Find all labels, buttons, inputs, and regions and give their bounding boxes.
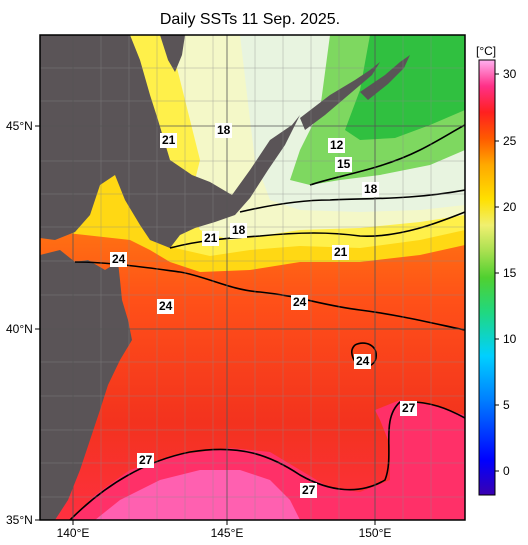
contour-24 xyxy=(74,261,465,331)
contour-label: 24 xyxy=(291,295,309,310)
contour-label: 18 xyxy=(362,182,380,197)
contour-label: 18 xyxy=(230,223,248,238)
colorbar-tick-10: 10 xyxy=(503,332,517,346)
contour-label: 21 xyxy=(202,231,220,246)
land-sakhalin-tip xyxy=(160,35,185,72)
contour-18 xyxy=(239,189,465,213)
colorbar-tick-15: 15 xyxy=(503,266,517,280)
colorbar-unit: [°C] xyxy=(476,44,497,58)
sst-zone-28 xyxy=(95,470,300,520)
contour-label: 27 xyxy=(137,453,155,468)
contour-label: 21 xyxy=(160,133,178,148)
contour-label: 21 xyxy=(332,245,350,260)
contour-12 xyxy=(309,124,465,186)
contour-label: 24 xyxy=(110,252,128,267)
colorbar xyxy=(478,59,496,496)
contour-label: 24 xyxy=(157,299,175,314)
map-frame xyxy=(39,34,466,521)
lat-label-35: 35°N xyxy=(6,513,33,527)
colorbar-tick-30: 30 xyxy=(503,67,517,81)
lat-label-45: 45°N xyxy=(6,119,33,133)
land-honshu xyxy=(40,250,132,520)
page-title: Daily SSTs 11 Sep. 2025. xyxy=(159,11,341,28)
contour-label: 12 xyxy=(328,138,346,153)
lon-label-140: 140°E xyxy=(56,526,90,540)
lat-label-40: 40°N xyxy=(6,322,33,336)
colorbar-tick-5: 5 xyxy=(503,398,510,412)
colorbar-tick-25: 25 xyxy=(503,134,517,148)
contour-label: 27 xyxy=(400,401,418,416)
contour-label: 27 xyxy=(300,483,318,498)
contour-label: 15 xyxy=(335,157,353,172)
lon-label-150: 150°E xyxy=(358,526,392,540)
land-kunashir xyxy=(300,62,380,130)
lon-label-145: 145°E xyxy=(210,526,244,540)
contour-label: 18 xyxy=(215,123,233,138)
land-hokkaido xyxy=(40,35,300,248)
contour-label: 24 xyxy=(354,354,372,369)
land-iturup xyxy=(360,55,410,100)
colorbar-tick-0: 0 xyxy=(503,464,510,478)
colorbar-tick-20: 20 xyxy=(503,200,517,214)
